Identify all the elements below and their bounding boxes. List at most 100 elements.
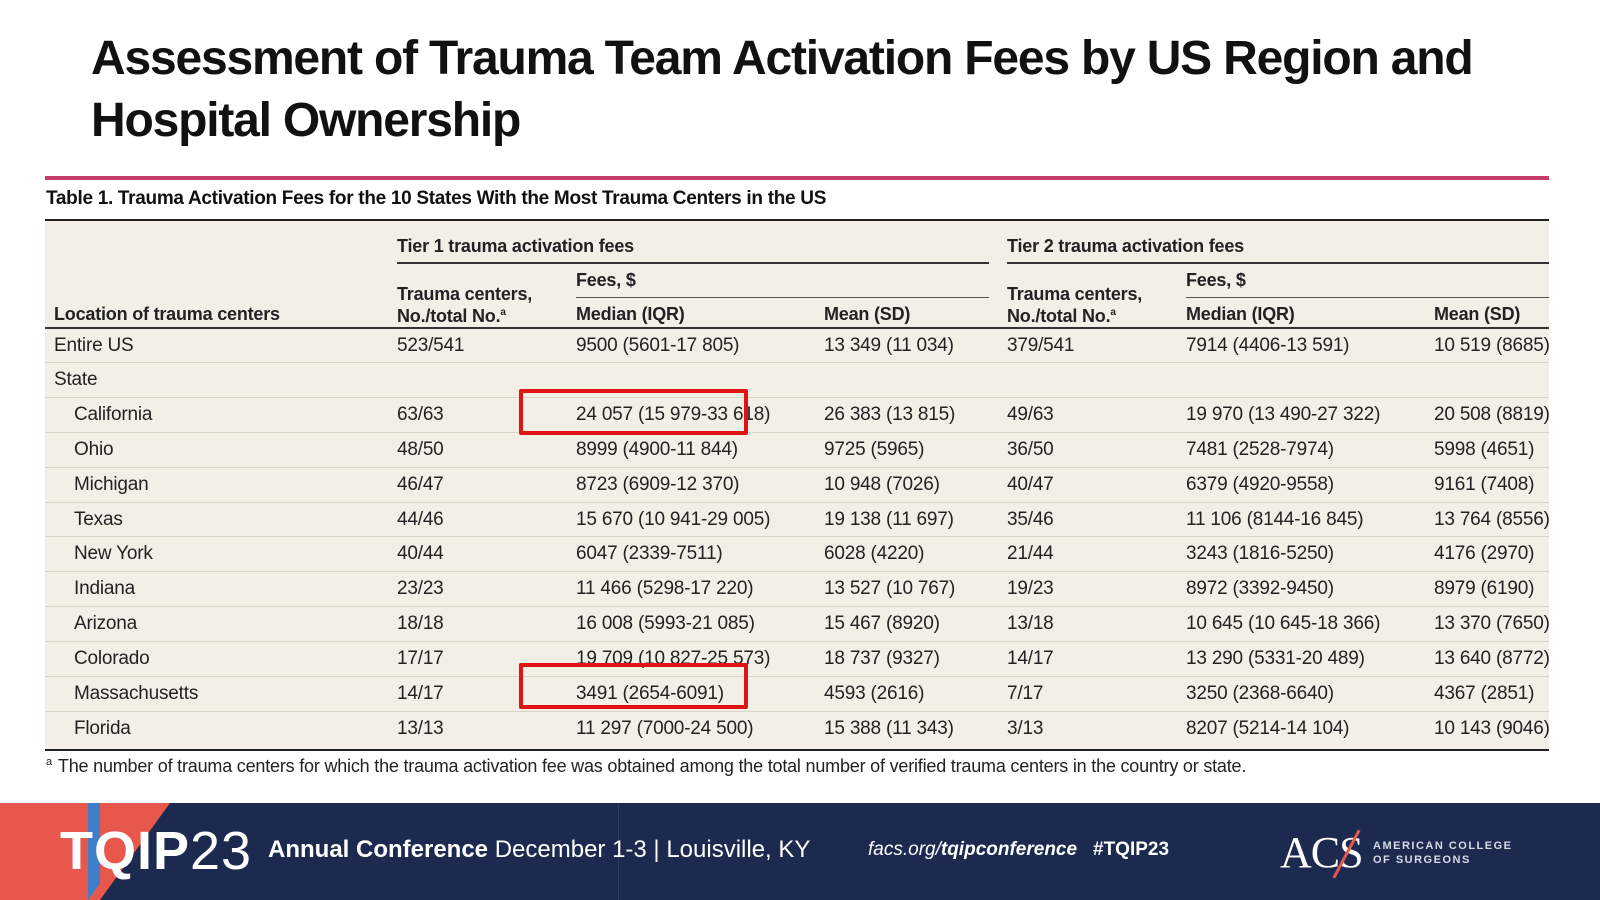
table-row: Michigan 46/47 8723 (6909-12 370) 10 948 (7… (45, 466, 1549, 502)
tier2-mean-cell: 10 143 (9046) (1434, 717, 1550, 739)
location-cell: New York (74, 543, 153, 565)
table-row: New York 40/44 6047 (2339-7511) 6028 (4220)… (45, 536, 1549, 571)
footer-divider (618, 803, 619, 900)
tqip-logo: TQIP23 (60, 821, 252, 881)
acs-logo: ACS (1280, 828, 1364, 877)
page-title: Assessment of Trauma Team Activation Fee… (91, 32, 1474, 147)
fees-table: Tier 1 trauma activation fees Tier 2 tra… (45, 219, 1550, 751)
acs-full-name: AMERICAN COLLEGE OF SURGEONS (1373, 840, 1513, 866)
tier1-median-cell: 3491 (2654-6091) (576, 683, 724, 704)
tier2-mean-cell: 8979 (6190) (1434, 578, 1535, 600)
tier2-centers-line2: No./total No. (1007, 306, 1111, 326)
tier1-centers-cell: 48/50 (397, 438, 444, 460)
table-row: Texas 44/46 15 670 (10 941-29 005) 19 138 (… (45, 501, 1550, 537)
table-row: Massachusetts 14/17 3491 (2654-6091) 4593 (… (45, 676, 1549, 711)
tier1-median-cell: 11 466 (5298-17 220) (576, 578, 754, 600)
conference-url[interactable]: facs.org/tqipconference (868, 839, 1077, 861)
tier2-centers-sup: a (1110, 307, 1116, 318)
table-row: Arizona 18/18 16 008 (5993-21 085) 15 467 (… (45, 606, 1550, 641)
tier1-median-header: Median (IQR) (576, 304, 685, 324)
tier2-median-cell: 7481 (2528-7974) (1186, 438, 1334, 460)
location-cell: Florida (74, 717, 131, 739)
url-domain: facs.org/ (868, 839, 941, 860)
tier1-centers-cell: 23/23 (397, 578, 444, 600)
tier1-mean-cell: 13 349 (11 034) (824, 335, 954, 356)
tier2-median-cell: 8972 (3392-9450) (1186, 578, 1334, 600)
tier2-median-cell: 7914 (4406-13 591) (1186, 335, 1350, 356)
tier2-mean-cell: 13 764 (8556) (1434, 508, 1550, 530)
tier2-mean-cell: 13 640 (8772) (1434, 648, 1550, 670)
tier2-centers-cell: 13/18 (1007, 613, 1054, 635)
tier1-centers-line1: Trauma centers, (397, 284, 533, 304)
tier2-median-cell: 3243 (1816-5250) (1186, 543, 1334, 565)
location-cell: Texas (74, 508, 123, 530)
tier2-median-cell: 6379 (4920-9558) (1186, 473, 1334, 495)
location-cell: California (74, 403, 153, 425)
tier1-centers-cell: 40/44 (397, 543, 444, 565)
tier2-centers-cell: 40/47 (1007, 473, 1054, 495)
tier1-header: Tier 1 trauma activation fees (397, 236, 634, 256)
tier1-centers-cell: 14/17 (397, 683, 444, 704)
location-cell: Colorado (74, 648, 150, 670)
tier1-median-cell: 19 709 (10 827-25 573) (576, 648, 771, 670)
tier2-centers-line1: Trauma centers, (1007, 284, 1143, 304)
tqip-logo-number: 23 (190, 821, 253, 881)
tier1-mean-cell: 15 467 (8920) (824, 613, 940, 635)
tier2-median-cell: 11 106 (8144-16 845) (1186, 508, 1364, 530)
tier2-mean-cell: 4367 (2851) (1434, 683, 1535, 704)
url-path: tqipconference (940, 839, 1078, 860)
tier2-median-header: Median (IQR) (1186, 304, 1295, 324)
tier1-mean-cell: 9725 (5965) (824, 438, 925, 460)
tier1-centers-cell: 63/63 (397, 403, 444, 425)
location-cell: Arizona (74, 613, 138, 635)
tier1-centers-cell: 44/46 (397, 508, 444, 530)
tier2-median-cell: 3250 (2368-6640) (1186, 683, 1334, 704)
tier2-centers-cell: 35/46 (1007, 508, 1054, 530)
table-row: Ohio 48/50 8999 (4900-11 844) 9725 (5965) 36… (45, 431, 1549, 467)
tier2-median-cell: 10 645 (10 645-18 366) (1186, 613, 1381, 635)
tier1-fees-rule (576, 297, 989, 298)
tier2-centers-cell: 14/17 (1007, 648, 1054, 670)
footnote: a The number of trauma centers for which … (46, 756, 1246, 777)
tier1-mean-cell: 6028 (4220) (824, 543, 925, 565)
tier1-median-cell: 11 297 (7000-24 500) (576, 717, 754, 739)
location-cell: State (54, 368, 98, 390)
tier2-median-cell: 13 290 (5331-20 489) (1186, 648, 1365, 670)
title-divider (45, 176, 1549, 180)
tier2-centers-cell: 3/13 (1007, 717, 1044, 739)
tier2-median-cell: 8207 (5214-14 104) (1186, 717, 1350, 739)
location-cell: Entire US (54, 335, 134, 356)
tier2-median-cell: 19 970 (13 490-27 322) (1186, 403, 1381, 425)
tier1-mean-cell: 4593 (2616) (824, 683, 925, 704)
table-row: California 63/63 24 057 (15 979-33 618) 26 … (45, 396, 1550, 432)
tier2-mean-cell: 4176 (2970) (1434, 543, 1535, 565)
tier2-centers-cell: 379/541 (1007, 335, 1075, 356)
tier1-mean-cell: 19 138 (11 697) (824, 508, 954, 530)
table-row: Colorado 17/17 19 709 (10 827-25 573) 18 73… (45, 641, 1550, 676)
tier2-mean-cell: 10 519 (8685) (1434, 335, 1550, 356)
hashtag: #TQIP23 (1093, 839, 1170, 860)
table-row: State (45, 361, 1549, 397)
table-row: Entire US 523/541 9500 (5601-17 805) 13 349… (45, 327, 1550, 362)
tier2-centers-cell: 21/44 (1007, 543, 1054, 565)
tier1-centers-cell: 17/17 (397, 648, 444, 670)
tier1-mean-header: Mean (SD) (824, 304, 911, 324)
location-cell: Ohio (74, 438, 114, 460)
footer-coral-wedge (100, 803, 170, 900)
tier2-header: Tier 2 trauma activation fees (1007, 236, 1244, 256)
tier2-mean-cell: 13 370 (7650) (1434, 613, 1550, 635)
tier1-fees-header: Fees, $ (576, 270, 636, 290)
location-cell: Massachusetts (74, 683, 199, 704)
tier1-centers-cell: 46/47 (397, 473, 444, 495)
conference-dates: December 1-3 | Louisville, KY (494, 836, 811, 863)
tier2-rule (1007, 262, 1549, 264)
tier1-mean-cell: 18 737 (9327) (824, 648, 940, 670)
tier1-rule (397, 262, 989, 264)
tier1-median-cell: 9500 (5601-17 805) (576, 335, 740, 356)
tier1-median-cell: 8723 (6909-12 370) (576, 473, 740, 495)
tier2-mean-header: Mean (SD) (1434, 304, 1521, 324)
tier1-mean-cell: 26 383 (13 815) (824, 403, 956, 425)
table-row: Florida 13/13 11 297 (7000-24 500) 15 388 (… (45, 710, 1550, 746)
tier1-centers-header: Trauma centers, No./total No.a (397, 283, 532, 327)
tier2-centers-cell: 36/50 (1007, 438, 1054, 460)
